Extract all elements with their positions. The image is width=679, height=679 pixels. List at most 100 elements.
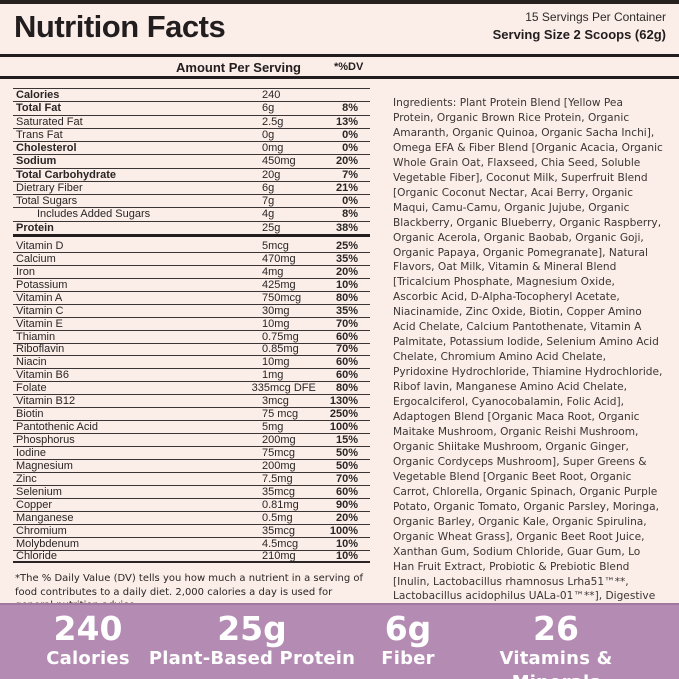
nutrient-amount: 7.5mg	[262, 472, 293, 485]
nutrient-daily-value: 0%	[342, 195, 358, 208]
nutrient-amount: 0g	[262, 128, 275, 141]
nutrient-name: Total Fat	[16, 102, 62, 115]
nutrient-daily-value: 70%	[335, 317, 358, 330]
nutrient-row: Molybdenum 4.5mcg 10%	[13, 538, 370, 551]
nutrient-daily-value: 38%	[335, 221, 358, 234]
nutrient-row: Chloride 210mg 10%	[13, 549, 370, 564]
nutrient-daily-value: 35%	[335, 252, 358, 265]
nutrient-name: Copper	[16, 498, 53, 511]
highlights-band: 240 Calories 25g Plant-Based Protein 6g …	[0, 603, 679, 679]
nutrient-row: Manganese 0.5mg 20%	[13, 512, 370, 525]
nutrient-amount: 35mcg	[262, 524, 296, 537]
nutrient-name: Vitamin E	[16, 317, 63, 330]
nutrient-daily-value: 7%	[342, 168, 358, 181]
nutrient-row: Dietrary Fiber 6g 21%	[13, 180, 370, 194]
nutrient-row: Vitamin B12 3mcg 130%	[13, 395, 370, 409]
nutrient-amount: 5mg	[262, 421, 284, 434]
nutrient-row: Phosphorus 200mg 15%	[13, 434, 370, 447]
table-header-band: Amount Per Serving *%DV	[0, 54, 679, 79]
nutrient-daily-value: 60%	[335, 356, 358, 369]
nutrient-amount: 6g	[262, 181, 275, 194]
stat-fiber: 6g Fiber	[381, 610, 434, 671]
nutrient-name: Magnesium	[16, 459, 73, 472]
nutrient-name: Calories	[16, 89, 60, 102]
nutrient-row: Pantothenic Acid 5mg 100%	[13, 421, 370, 435]
nutrient-amount: 10mg	[262, 356, 290, 369]
nutrient-daily-value: 10%	[335, 278, 358, 291]
nutrient-row: Selenium 35mcg 60%	[13, 486, 370, 499]
stat-value: 6g	[384, 609, 432, 648]
nutrient-daily-value: 90%	[335, 498, 358, 511]
nutrient-name: Selenium	[16, 485, 62, 498]
nutrient-name: Niacin	[16, 356, 47, 369]
nutrient-amount: 7g	[262, 195, 275, 208]
nutrient-row: Trans Fat 0g 0%	[13, 127, 370, 141]
nutrient-daily-value: 15%	[335, 434, 358, 447]
nutrient-row: Thiamin 0.75mg 60%	[13, 331, 370, 344]
nutrient-amount: 335mcg DFE	[251, 382, 316, 395]
nutrient-amount: 4.5mcg	[262, 537, 299, 550]
nutrient-name: Molybdenum	[16, 537, 79, 550]
nutrient-amount: 10mg	[262, 317, 290, 330]
nutrient-row: Protein 25g 38%	[13, 220, 370, 234]
nutrient-name: Folate	[16, 382, 47, 395]
nutrient-amount: 25g	[262, 221, 281, 234]
nutrient-row: Iodine 75mcg 50%	[13, 447, 370, 460]
nutrient-daily-value: 20%	[335, 155, 358, 168]
nutrient-daily-value: 35%	[335, 304, 358, 317]
nutrient-name: Chloride	[16, 549, 57, 562]
nutrient-row: Potassium 425mg 10%	[13, 279, 370, 292]
stat-label: Plant-Based Protein	[148, 648, 356, 669]
serving-info: 15 Servings Per Container Serving Size 2…	[493, 10, 666, 42]
nutrient-daily-value: 8%	[342, 102, 358, 115]
nutrient-row: Copper 0.81mg 90%	[13, 499, 370, 512]
nutrient-name: Thiamin	[16, 330, 56, 343]
nutrient-name: Includes Added Sugars	[37, 208, 151, 221]
nutrient-name: Zinc	[16, 472, 37, 485]
nutrient-amount: 20g	[262, 168, 281, 181]
nutrient-row: Vitamin C 30mg 35%	[13, 305, 370, 318]
nutrient-row: Zinc 7.5mg 70%	[13, 473, 370, 486]
nutrient-amount: 35mcg	[262, 485, 296, 498]
nutrient-name: Pantothenic Acid	[16, 421, 98, 434]
nutrient-daily-value: 50%	[335, 459, 358, 472]
nutrient-daily-value: 100%	[329, 421, 358, 434]
nutrient-amount: 450mg	[262, 155, 296, 168]
nutrient-daily-value: 0%	[342, 142, 358, 155]
nutrient-amount: 0.81mg	[262, 498, 299, 511]
nutrient-amount: 240	[262, 89, 281, 102]
nutrient-amount: 75mcg	[262, 446, 296, 459]
nutrient-row: Saturated Fat 2.5g 13%	[13, 114, 370, 128]
stat-value: 240	[53, 609, 123, 648]
nutrient-row: Calories 240	[13, 88, 370, 101]
micronutrient-table: Vitamin D 5mcg 25% Calcium 470mg 35% Iro…	[13, 240, 370, 564]
nutrient-row: Sodium 450mg 20%	[13, 154, 370, 167]
stat-value: 26	[533, 609, 579, 648]
nutrient-row: Vitamin A 750mcg 80%	[13, 292, 370, 305]
nutrient-name: Dietrary Fiber	[16, 181, 83, 194]
nutrient-amount: 3mcg	[262, 395, 289, 408]
nutrient-daily-value: 70%	[335, 343, 358, 356]
nutrient-name: Chromium	[16, 524, 67, 537]
nutrient-daily-value: 250%	[329, 408, 358, 421]
nutrient-daily-value: 0%	[342, 128, 358, 141]
macronutrient-table: Calories 240 Total Fat 6g 8% Saturated F…	[13, 88, 370, 237]
nutrient-amount: 2.5g	[262, 115, 284, 128]
stat-vitamins: 26 Vitamins & Minerals	[495, 610, 618, 679]
stat-label: Fiber	[381, 648, 435, 669]
nutrient-row: Magnesium 200mg 50%	[13, 460, 370, 473]
nutrient-amount: 75 mcg	[262, 408, 299, 421]
nutrient-daily-value: 80%	[335, 382, 358, 395]
serving-size: Serving Size 2 Scoops (62g)	[492, 27, 666, 42]
nutrient-name: Vitamin B6	[16, 369, 69, 382]
nutrient-row: Total Sugars 7g 0%	[13, 194, 370, 207]
nutrient-amount: 0.75mg	[262, 330, 299, 343]
nutrient-amount: 210mg	[262, 549, 296, 562]
nutrient-amount: 4mg	[262, 265, 284, 278]
ingredients-text: Ingredients: Plant Protein Blend [Yellow…	[393, 97, 663, 632]
nutrient-row: Includes Added Sugars 4g 8%	[13, 207, 370, 220]
nutrient-name: Iodine	[16, 446, 46, 459]
nutrient-amount: 750mcg	[262, 291, 302, 304]
stat-protein: 25g Plant-Based Protein	[149, 610, 355, 671]
